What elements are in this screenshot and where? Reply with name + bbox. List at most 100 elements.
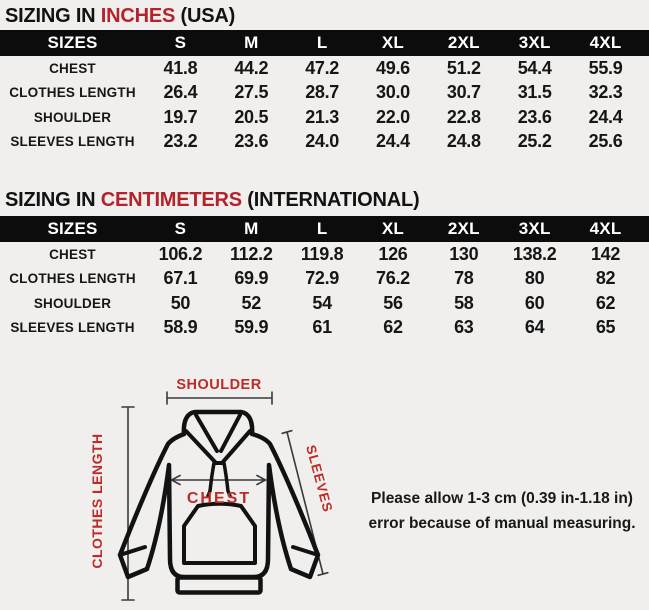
cell-value: 28.7 <box>305 82 340 103</box>
table-row-sleeves-length: SLEEVES LENGTH 58.9 59.9 61 62 63 64 65 <box>0 316 649 341</box>
table-row-shoulder: SHOULDER 19.7 20.5 21.3 22.0 22.8 23.6 2… <box>0 105 649 130</box>
cell-value: 23.6 <box>234 131 269 152</box>
column-header-l: L <box>316 219 328 238</box>
title-suffix: (INTERNATIONAL) <box>241 189 420 211</box>
cell-value: 65 <box>595 317 616 338</box>
column-header-2xl: 2XL <box>447 219 480 238</box>
cell-value: 58.9 <box>163 317 198 338</box>
chest-label: CHEST <box>187 490 251 507</box>
spacer-cell <box>641 216 649 242</box>
column-header-xl: XL <box>381 33 405 52</box>
column-header-3xl: 3XL <box>518 33 551 52</box>
column-header-4xl: 4XL <box>589 33 622 52</box>
sizing-table-centimeters: SIZES S M L XL 2XL 3XL 4XL CHEST 106.2 1… <box>0 216 649 340</box>
hoodie-silhouette <box>117 409 321 580</box>
chest-measure-arrow <box>169 474 268 486</box>
table-row-clothes-length: CLOTHES LENGTH 67.1 69.9 72.9 76.2 78 80… <box>0 267 649 292</box>
clothes-length-label: CLOTHES LENGTH <box>89 433 105 568</box>
title-unit: CENTIMETERS <box>100 189 242 211</box>
cell-value: 44.2 <box>234 57 269 78</box>
table-row-clothes-length: CLOTHES LENGTH 26.4 27.5 28.7 30.0 30.7 … <box>0 81 649 106</box>
hoodie-outline <box>117 409 321 595</box>
cell-value: 32.3 <box>588 82 623 103</box>
cell-value: 55.9 <box>588 57 623 78</box>
sizing-centimeters-title: SIZING IN CENTIMETERS (INTERNATIONAL) <box>5 189 420 212</box>
cell-value: 20.5 <box>234 106 269 127</box>
title-prefix: SIZING IN <box>5 189 101 211</box>
table-header-row: SIZES S M L XL 2XL 3XL 4XL <box>0 30 649 56</box>
cell-value: 60 <box>524 292 545 313</box>
column-header-2xl: 2XL <box>447 33 480 52</box>
table-row-shoulder: SHOULDER 50 52 54 56 58 60 62 <box>0 291 649 316</box>
hoodie-waistband <box>175 575 263 595</box>
cell-value: 47.2 <box>305 57 340 78</box>
measuring-tolerance-note: Please allow 1-3 cm (0.39 in-1.18 in) er… <box>356 486 648 536</box>
cell-value: 49.6 <box>376 57 410 78</box>
cell-value: 51.2 <box>446 57 481 78</box>
table-row-sleeves-length: SLEEVES LENGTH 23.2 23.6 24.0 24.4 24.8 … <box>0 130 649 155</box>
drawstrings <box>206 461 232 498</box>
cell-value: 25.6 <box>588 131 623 152</box>
cell-value: 78 <box>454 268 474 289</box>
cell-value: 41.8 <box>163 57 198 78</box>
shoulder-measure-line <box>166 391 273 405</box>
cell-value: 69.9 <box>234 268 269 289</box>
kangaroo-pocket <box>182 501 257 565</box>
cell-value: 58 <box>454 292 474 313</box>
cell-value: 130 <box>449 243 479 264</box>
column-header-sizes: SIZES <box>47 219 98 238</box>
sleeves-label: SLEEVES <box>303 443 335 514</box>
row-label: SLEEVES LENGTH <box>10 134 135 150</box>
cell-value: 63 <box>454 317 474 338</box>
note-line-1: Please allow 1-3 cm (0.39 in-1.18 in) <box>371 490 633 507</box>
cell-value: 54 <box>312 292 332 313</box>
cell-value: 72.9 <box>305 268 340 289</box>
note-line-2: error because of manual measuring. <box>368 515 636 532</box>
cell-value: 30.7 <box>446 82 481 103</box>
spacer-cell <box>641 291 649 316</box>
column-header-s: S <box>174 33 187 52</box>
column-header-l: L <box>316 33 328 52</box>
cell-value: 59.9 <box>234 317 269 338</box>
table-row-chest: CHEST 106.2 112.2 119.8 126 130 138.2 14… <box>0 242 649 267</box>
cell-value: 80 <box>524 268 545 289</box>
column-header-4xl: 4XL <box>589 219 622 238</box>
sizing-inches-title: SIZING IN INCHES (USA) <box>5 5 235 28</box>
clothes-length-measure-line <box>121 406 135 601</box>
cell-value: 27.5 <box>234 82 269 103</box>
cell-value: 31.5 <box>517 82 552 103</box>
cell-value: 24.0 <box>305 131 340 152</box>
table-row-chest: CHEST 41.8 44.2 47.2 49.6 51.2 54.4 55.9 <box>0 56 649 81</box>
hoodie-measurement-diagram: SHOULDER CLOTHES LENGTH SLEEVES CHEST <box>89 377 336 601</box>
cell-value: 52 <box>241 292 262 313</box>
column-header-sizes: SIZES <box>47 33 98 52</box>
table-header-row: SIZES S M L XL 2XL 3XL 4XL <box>0 216 649 242</box>
spacer-cell <box>641 130 649 155</box>
cell-value: 112.2 <box>229 243 273 264</box>
cell-value: 24.8 <box>446 131 481 152</box>
spacer-cell <box>641 316 649 341</box>
spacer-cell <box>641 56 649 81</box>
cell-value: 19.7 <box>163 106 198 127</box>
column-header-m: M <box>244 219 259 238</box>
cell-value: 30.0 <box>376 82 410 103</box>
cell-value: 119.8 <box>300 243 344 264</box>
column-header-3xl: 3XL <box>518 219 551 238</box>
cell-value: 56 <box>383 292 403 313</box>
spacer-cell <box>641 267 649 292</box>
cell-value: 61 <box>312 317 332 338</box>
row-label: CHEST <box>49 60 96 76</box>
cell-value: 25.2 <box>517 131 552 152</box>
row-label: SLEEVES LENGTH <box>10 320 135 336</box>
cell-value: 82 <box>595 268 616 289</box>
sizing-table-inches: SIZES S M L XL 2XL 3XL 4XL CHEST 41.8 44… <box>0 30 649 154</box>
spacer-cell <box>641 242 649 267</box>
cell-value: 126 <box>378 243 408 264</box>
cell-value: 62 <box>595 292 616 313</box>
title-suffix: (USA) <box>175 5 236 27</box>
cell-value: 54.4 <box>517 57 552 78</box>
shoulder-label: SHOULDER <box>176 377 261 393</box>
row-label: CHEST <box>49 246 96 262</box>
cell-value: 22.0 <box>376 106 410 127</box>
column-header-xl: XL <box>381 219 405 238</box>
